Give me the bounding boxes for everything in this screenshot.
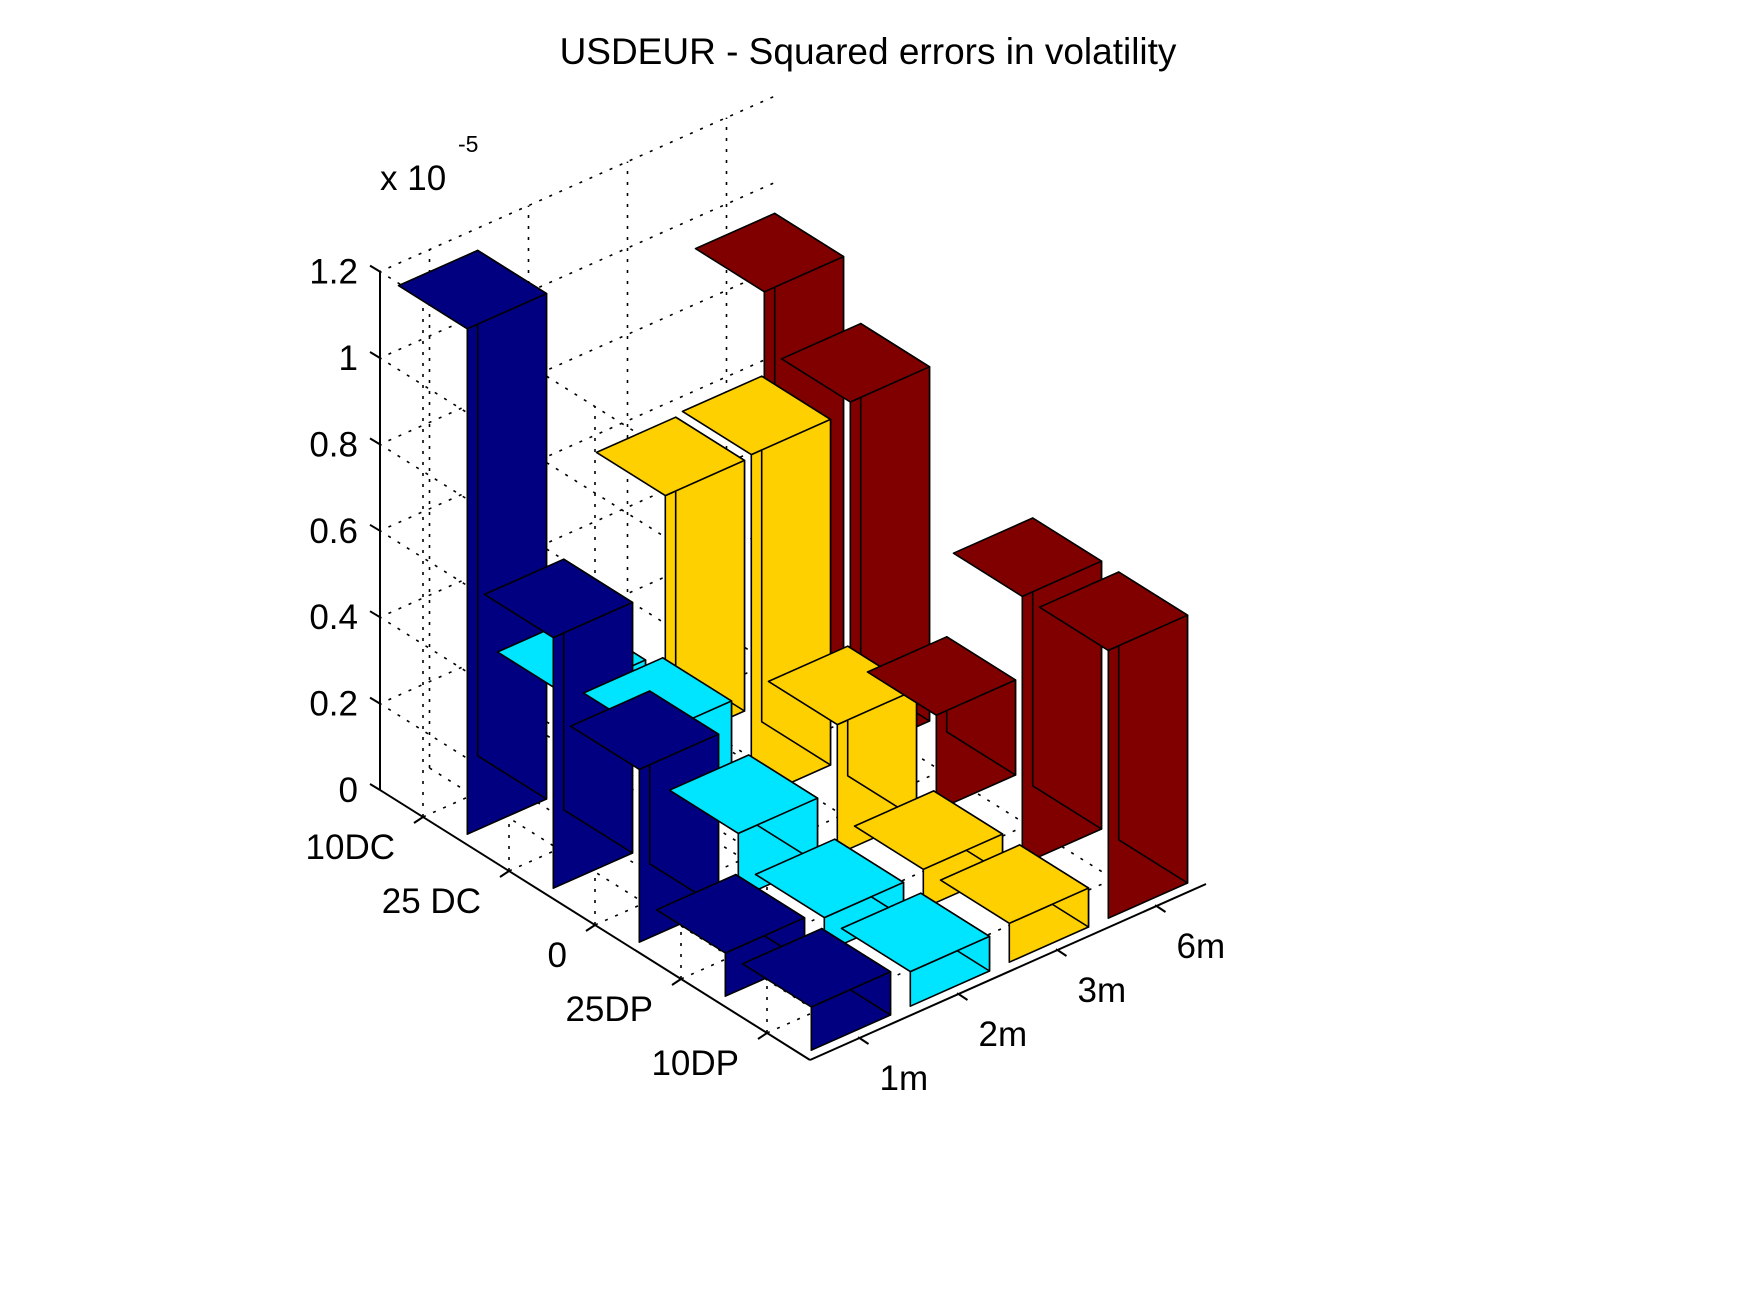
z-tick-mark bbox=[369, 437, 381, 446]
bar-top-face bbox=[483, 558, 634, 639]
bar-top-face bbox=[741, 927, 892, 1008]
row-tick-label: 25DP bbox=[565, 990, 653, 1029]
z-axis-exponent: -5 bbox=[458, 131, 478, 157]
column-tick-mark bbox=[1155, 905, 1167, 913]
column-tick-label: 6m bbox=[1177, 927, 1226, 966]
z-tick-label: 0.4 bbox=[309, 598, 358, 637]
bar bbox=[483, 558, 634, 890]
bar-top-face bbox=[595, 416, 746, 497]
bars-layer bbox=[397, 212, 1189, 1051]
column-tick-mark bbox=[957, 993, 969, 1001]
z-tick-mark bbox=[369, 610, 381, 619]
bar-top-face bbox=[939, 844, 1090, 925]
row-tick-label: 0 bbox=[548, 936, 567, 975]
label-layer: USDEUR - Squared errors in volatility x … bbox=[306, 31, 1226, 1098]
bar-top-face bbox=[397, 249, 548, 330]
row-tick-mark bbox=[499, 870, 510, 878]
row-tick-mark bbox=[757, 1032, 768, 1040]
bar-top-face bbox=[853, 790, 1004, 871]
bar-top-face bbox=[866, 635, 1017, 717]
z-tick-label: 1.2 bbox=[309, 253, 358, 292]
axis-layer bbox=[369, 264, 1207, 1061]
bar-top-face bbox=[668, 754, 819, 835]
chart-title: USDEUR - Squared errors in volatility bbox=[560, 31, 1177, 72]
z-tick-mark bbox=[369, 523, 381, 532]
z-tick-mark bbox=[369, 783, 381, 791]
bar-top-face bbox=[569, 690, 720, 771]
bar-top-face bbox=[840, 892, 991, 973]
bar-top-face bbox=[655, 873, 806, 954]
bar-top-face bbox=[1038, 571, 1189, 652]
bar bbox=[741, 927, 892, 1051]
bar bbox=[866, 635, 1017, 812]
row-tick-mark bbox=[671, 978, 682, 986]
row-tick-mark bbox=[585, 924, 596, 932]
bar-side-face bbox=[476, 249, 548, 800]
bar-top-face bbox=[754, 838, 905, 919]
column-tick-mark bbox=[1056, 949, 1068, 957]
row-tick-label: 25 DC bbox=[382, 882, 481, 921]
column-tick-label: 3m bbox=[1078, 971, 1127, 1010]
row-tick-label: 10DP bbox=[651, 1044, 739, 1083]
column-tick-mark bbox=[858, 1037, 870, 1045]
z-tick-label: 0.6 bbox=[309, 512, 358, 551]
z-axis-multiplier: x 10 bbox=[380, 159, 446, 198]
z-tick-label: 0 bbox=[339, 771, 358, 810]
column-tick-label: 1m bbox=[880, 1059, 929, 1098]
bar-top-face bbox=[952, 517, 1103, 598]
z-tick-label: 0.8 bbox=[309, 425, 358, 464]
z-tick-mark bbox=[369, 351, 381, 359]
bar-top-face bbox=[694, 212, 845, 293]
row-tick-mark bbox=[413, 816, 424, 824]
z-tick-label: 0.2 bbox=[309, 685, 358, 724]
row-tick-label: 10DC bbox=[306, 828, 395, 867]
column-tick-label: 2m bbox=[979, 1015, 1028, 1054]
z-tick-mark bbox=[369, 696, 381, 705]
bar-top-face bbox=[681, 375, 832, 456]
bar bbox=[1038, 571, 1189, 920]
z-tick-label: 1 bbox=[339, 339, 358, 378]
bar bbox=[840, 892, 991, 1008]
column-axis-line bbox=[809, 883, 1207, 1061]
bar bbox=[939, 844, 1090, 964]
z-tick-mark bbox=[369, 264, 381, 273]
bar-top-face bbox=[780, 322, 931, 403]
